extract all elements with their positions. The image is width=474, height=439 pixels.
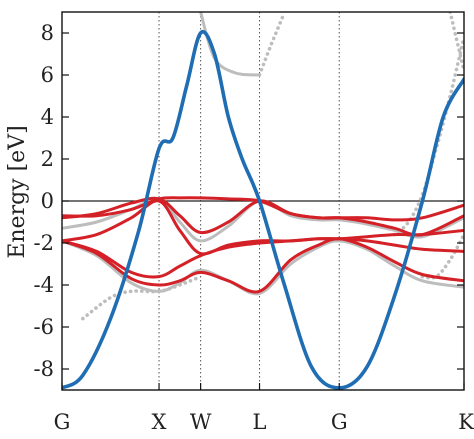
y-tick-label: 0 [41, 189, 54, 213]
x-tick-label: G [54, 410, 71, 434]
x-tick-label: G [331, 410, 348, 434]
band-line-gray [62, 239, 464, 296]
bands-group [62, 12, 464, 390]
y-tick-label: 2 [41, 147, 54, 171]
y-tick-label: -8 [34, 357, 54, 381]
x-tick-label: K [458, 410, 474, 434]
band-line-red [62, 237, 464, 294]
y-tick-label: -4 [34, 273, 54, 297]
band-line-gray [80, 274, 203, 321]
x-tick-label: X [152, 410, 167, 434]
y-axis: 8 6 4 2 0 -2 -4 -6 -8 [34, 21, 464, 381]
y-tick-label: 4 [41, 105, 54, 129]
band-line-gray [420, 232, 464, 280]
band-line-blue [62, 30, 464, 390]
y-tick-label: -2 [34, 231, 54, 255]
band-line-red [62, 199, 464, 256]
y-tick-label: 6 [41, 63, 54, 87]
band-line-gray [392, 35, 464, 237]
band-line-gray [257, 12, 286, 77]
y-tick-label: 8 [41, 21, 54, 45]
plot-area [61, 11, 465, 391]
y-tick-label: -6 [34, 315, 54, 339]
band-line-red [62, 237, 464, 279]
x-tick-label: L [253, 410, 267, 434]
x-tick-label: W [190, 410, 212, 434]
y-axis-label: Energy [eV] [5, 125, 30, 258]
band-line-gray [448, 12, 464, 73]
